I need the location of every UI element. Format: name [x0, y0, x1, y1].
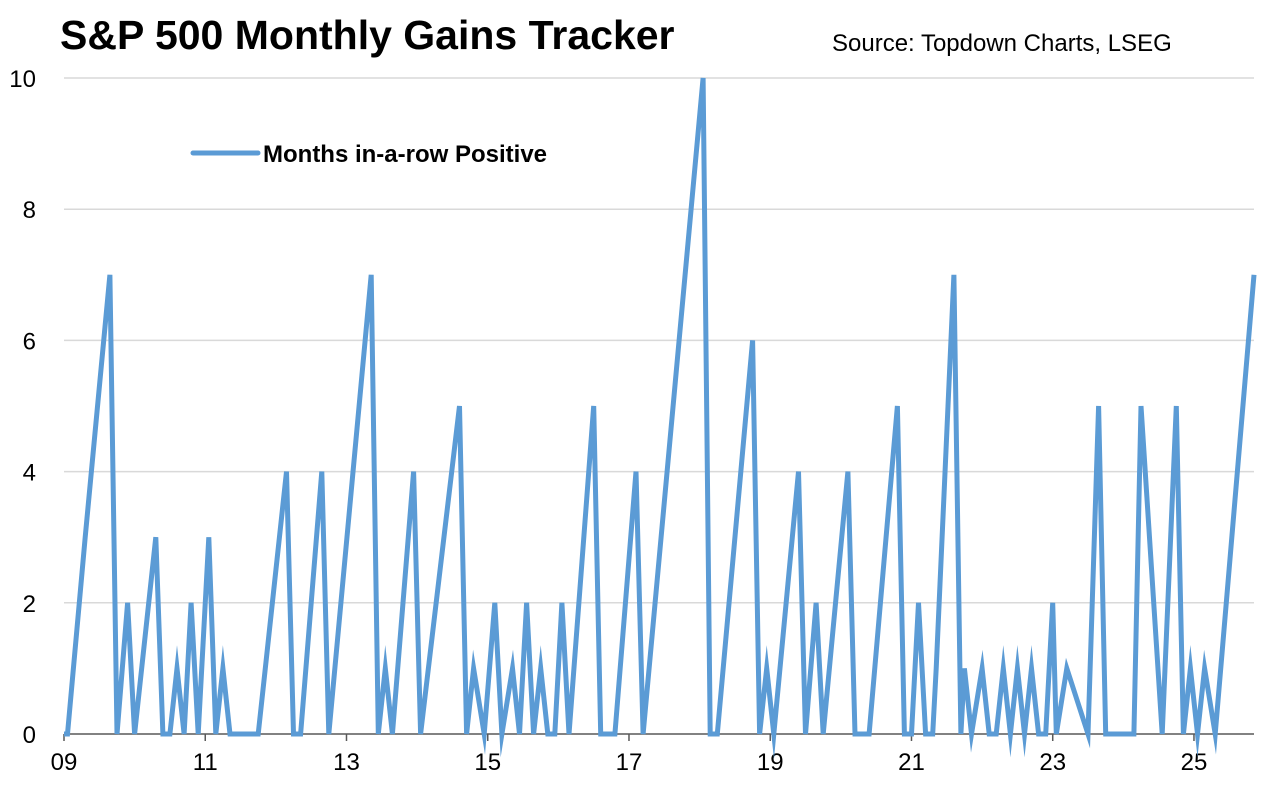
y-axis-ticks: 0 2 4 6 8 10 — [9, 66, 36, 749]
x-tick-label: 17 — [616, 749, 643, 776]
y-tick-label: 4 — [23, 460, 36, 487]
x-tick-label: 09 — [51, 749, 78, 776]
y-tick-label: 10 — [9, 66, 36, 93]
chart-title: S&P 500 Monthly Gains Tracker — [60, 12, 675, 58]
y-tick-label: 2 — [23, 591, 36, 618]
y-tick-label: 6 — [23, 328, 36, 355]
series-layer — [64, 77, 1257, 759]
x-tick-label: 23 — [1039, 749, 1066, 776]
x-tick-label: 11 — [193, 749, 218, 776]
x-tick-label: 13 — [333, 749, 360, 776]
x-tick-label: 21 — [898, 749, 925, 776]
source-note: Source: Topdown Charts, LSEG — [832, 30, 1172, 57]
series-line-0 — [64, 77, 1257, 759]
y-tick-label: 0 — [23, 722, 36, 749]
x-tick-label: 19 — [757, 749, 784, 776]
gridlines — [64, 77, 1254, 604]
legend-label: Months in-a-row Positive — [263, 141, 547, 168]
x-tick-label: 15 — [474, 749, 501, 776]
legend: Months in-a-row Positive — [190, 141, 547, 168]
x-tick-label: 25 — [1181, 749, 1208, 776]
x-axis-ticks: 09 11 13 15 17 19 21 23 25 — [51, 734, 1208, 776]
y-tick-label: 8 — [23, 197, 36, 224]
